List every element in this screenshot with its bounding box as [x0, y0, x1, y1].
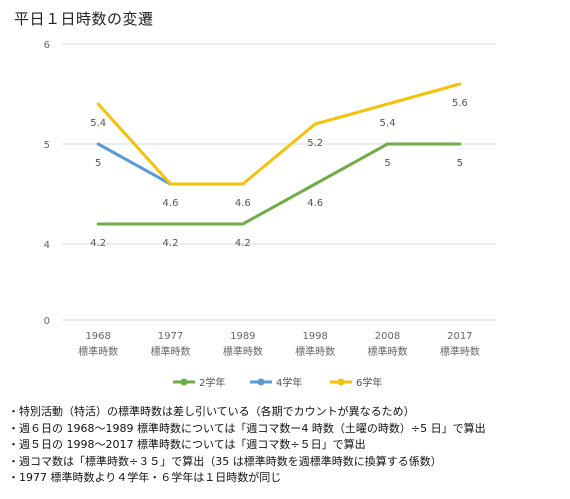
data-label: 5 — [95, 158, 101, 169]
data-point — [241, 182, 245, 186]
x-tick-label: 1977 — [158, 331, 183, 342]
data-point — [313, 182, 317, 186]
data-label: 4.2 — [163, 238, 179, 249]
note-item: ・週５日の 1998～2017 標準時数については「週コマ数÷５日」で算出 — [8, 438, 366, 451]
legend-marker — [257, 378, 265, 386]
legend-marker — [337, 378, 345, 386]
x-tick-label: 標準時数 — [151, 345, 191, 358]
y-tick-label: 5 — [44, 140, 50, 151]
y-axis-ticks: 0 4 5 6 — [44, 40, 50, 327]
data-label: 5.2 — [307, 138, 323, 149]
x-tick-label: 1998 — [302, 331, 327, 342]
x-tick-label: 標準時数 — [368, 345, 408, 358]
note-item: ・特別活動（特活）の標準時数は差し引いている（各期でカウントが異なるため） — [8, 405, 415, 418]
x-tick-label: 標準時数 — [223, 345, 263, 358]
legend-label: 6学年 — [356, 376, 382, 389]
series-line-6学年 — [97, 82, 461, 186]
data-label: 5.4 — [380, 118, 396, 129]
note-item: ・週コマ数は「標準時数÷３５」で算出（35 は標準時数を週標準時数に換算する係数… — [8, 454, 442, 468]
data-label: 5.4 — [90, 118, 106, 129]
x-tick-label: 1968 — [85, 331, 110, 342]
data-label: 5 — [384, 158, 390, 169]
x-tick-label: 1989 — [230, 331, 255, 342]
x-tick-label: 標準時数 — [295, 345, 335, 358]
data-label: 4.6 — [307, 198, 323, 209]
x-tick-label: 標準時数 — [440, 345, 480, 358]
data-point — [386, 102, 389, 106]
y-tick-label: 6 — [44, 40, 50, 51]
data-label: 5.6 — [452, 98, 468, 109]
x-tick-label: 2008 — [375, 331, 400, 342]
series-lines — [97, 82, 461, 226]
legend-label: 4学年 — [276, 376, 302, 389]
data-label: 5 — [457, 158, 463, 169]
series-line-2学年 — [98, 142, 460, 226]
data-point — [458, 142, 462, 146]
data-point — [96, 142, 100, 146]
x-tick-label: 標準時数 — [78, 345, 118, 358]
series-line-4学年 — [97, 142, 172, 186]
legend-marker — [180, 378, 188, 386]
data-point — [313, 122, 317, 126]
data-point — [169, 222, 172, 226]
data-label: 4.2 — [90, 238, 106, 249]
legend-label: 2学年 — [199, 376, 225, 389]
data-point — [96, 222, 100, 226]
data-point — [386, 142, 389, 146]
gridlines — [62, 43, 496, 321]
data-labels: 4.2 4.2 4.2 4.6 5 5 5 4.6 5.4 4.6 5.2 5.4 5.6 — [90, 98, 468, 249]
x-axis-ticks: 1968 標準時数 1977 標準時数 1989 標準時数 1998 標準時数 2008 標準時数… — [78, 331, 480, 358]
note-item: ・週６日の 1968～1989 標準時数については「週コマ数ー4 時数（土曜の時… — [8, 421, 486, 435]
data-point — [169, 182, 172, 186]
line-chart: 0 4 5 6 1968 標準時数 1977 標準時数 1989 標準時数 1998 標準時数 200… — [44, 40, 496, 389]
data-point — [458, 82, 462, 86]
x-tick-label: 2017 — [447, 331, 472, 342]
y-tick-label: 0 — [44, 316, 50, 327]
y-tick-label: 4 — [44, 240, 50, 251]
data-label: 4.6 — [163, 198, 179, 209]
legend: 2学年 4学年 6学年 — [173, 376, 382, 389]
notes-list: ・特別活動（特活）の標準時数は差し引いている（各期でカウントが異なるため） ・週… — [8, 404, 564, 487]
series-points — [96, 82, 462, 226]
data-point — [241, 222, 245, 226]
data-label: 4.6 — [235, 198, 251, 209]
data-point — [96, 102, 100, 106]
chart-title: 平日１日時数の変遷 — [14, 10, 154, 28]
data-label: 4.2 — [235, 238, 251, 249]
note-item: ・1977 標準時数より４学年・６学年は１日時数が同じ — [8, 471, 282, 484]
